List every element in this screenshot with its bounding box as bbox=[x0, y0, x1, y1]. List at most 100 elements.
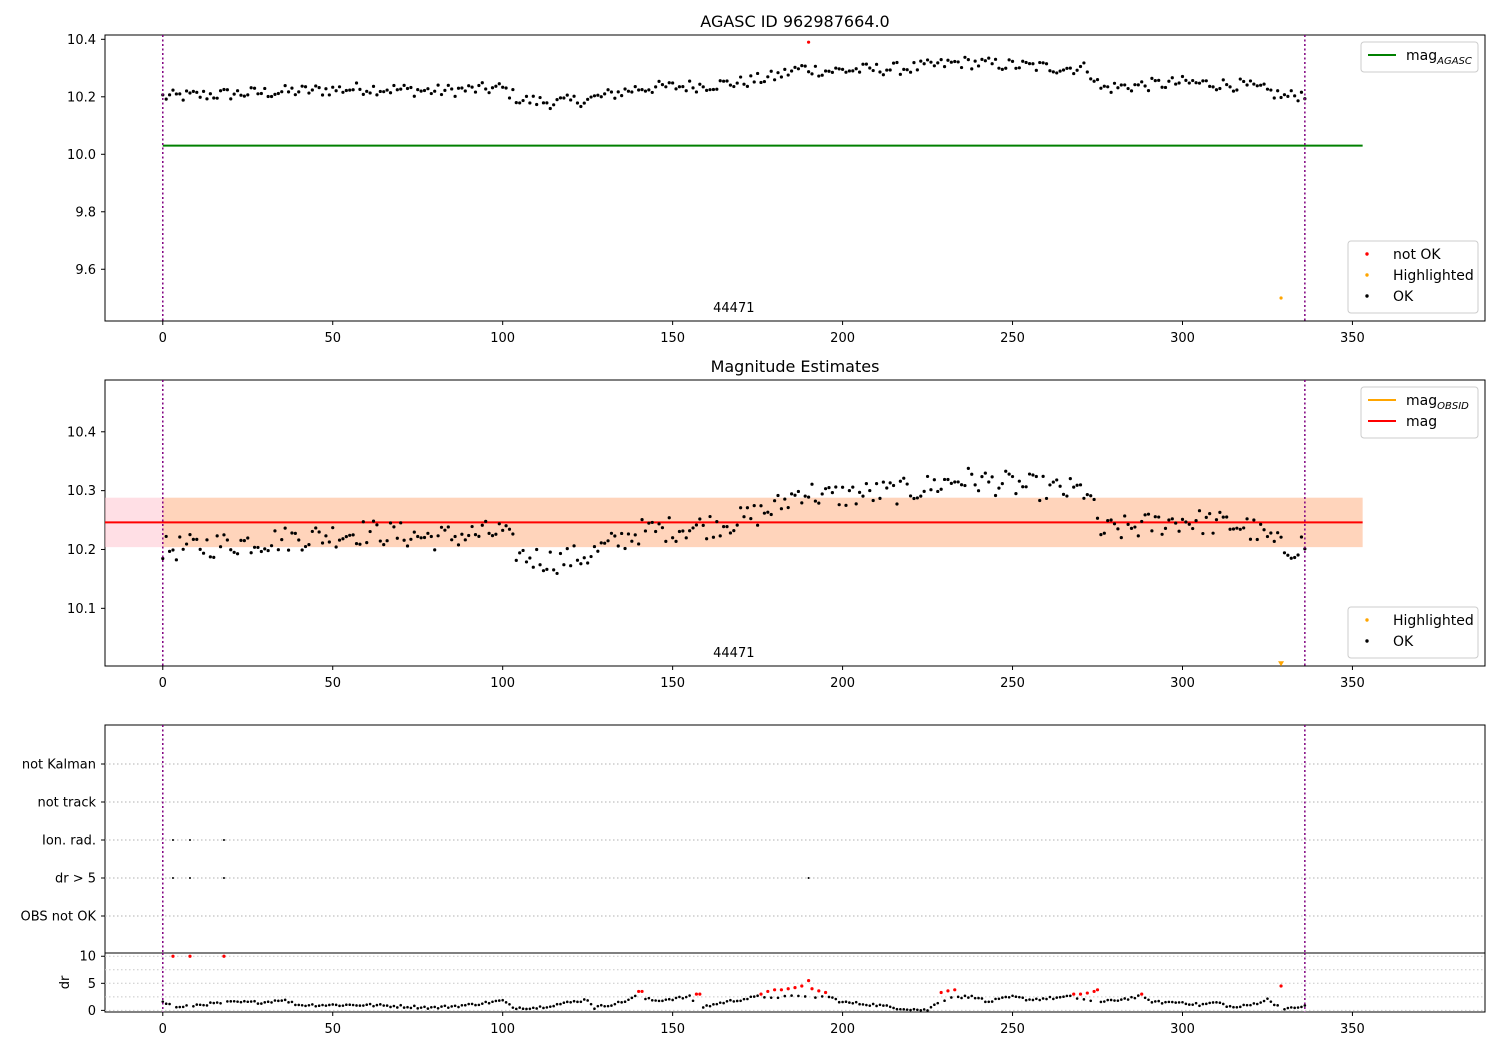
data-point-ok bbox=[1048, 69, 1052, 73]
data-point-ok bbox=[1225, 82, 1229, 87]
data-point-ok bbox=[572, 544, 576, 548]
data-point-ok bbox=[1197, 509, 1202, 513]
data-point-ok bbox=[943, 999, 946, 1003]
legend-dot-swatch bbox=[1365, 252, 1369, 256]
data-point-ok bbox=[497, 999, 501, 1002]
x-tick-label: 250 bbox=[1000, 331, 1025, 346]
data-point-ok bbox=[929, 1005, 933, 1009]
data-point-ok bbox=[1021, 59, 1025, 63]
data-point-ok bbox=[188, 533, 192, 537]
data-point-ok bbox=[1231, 89, 1236, 93]
data-point-ok bbox=[405, 86, 410, 91]
data-point-ok bbox=[681, 996, 685, 1000]
data-point-ok bbox=[613, 96, 617, 100]
data-point-ok bbox=[840, 67, 845, 71]
data-point-ok bbox=[650, 998, 654, 1002]
data-point-ok bbox=[541, 101, 546, 105]
data-point-ok bbox=[756, 994, 759, 998]
data-point-ok bbox=[270, 1001, 273, 1004]
data-point-ok bbox=[854, 67, 858, 71]
data-point-ok bbox=[905, 1008, 909, 1011]
data-point-ok bbox=[1068, 66, 1072, 70]
data-point-ok bbox=[657, 522, 661, 526]
data-point-ok bbox=[1293, 1006, 1296, 1010]
data-point-ok bbox=[494, 532, 498, 536]
data-point-ok bbox=[1218, 86, 1222, 91]
data-point-red bbox=[953, 988, 957, 992]
data-point-ok bbox=[558, 551, 563, 556]
data-point-ok bbox=[1299, 90, 1304, 94]
data-point-ok bbox=[827, 69, 831, 73]
data-point-ok bbox=[684, 536, 688, 540]
data-point-ok bbox=[840, 485, 845, 489]
legend-dot-swatch bbox=[1365, 639, 1369, 643]
data-point-ok bbox=[314, 526, 318, 530]
data-point-ok bbox=[950, 996, 953, 999]
data-point-ok bbox=[1041, 997, 1045, 1000]
data-point-ok bbox=[283, 526, 287, 530]
data-point-ok bbox=[249, 551, 253, 555]
data-point-ok bbox=[1143, 513, 1147, 517]
data-point-ok bbox=[497, 522, 501, 526]
data-point-ok bbox=[1153, 515, 1157, 519]
data-point-ok bbox=[201, 89, 206, 93]
data-point-ok bbox=[1061, 492, 1066, 496]
chart-title: Magnitude Estimates bbox=[711, 357, 880, 376]
data-point-ok bbox=[559, 1002, 562, 1006]
data-point-ok bbox=[208, 92, 212, 96]
data-point-ok bbox=[368, 529, 372, 534]
legend-label: Highlighted bbox=[1393, 613, 1474, 629]
data-point-ok bbox=[698, 517, 702, 521]
data-point-ok bbox=[854, 502, 858, 506]
data-point-ok bbox=[793, 65, 797, 69]
data-point-ok bbox=[1072, 71, 1076, 76]
legend-top-right: magAGASC bbox=[1360, 41, 1479, 73]
data-point-ok bbox=[946, 477, 950, 482]
data-point-ok bbox=[1282, 93, 1287, 97]
data-point-ok bbox=[548, 106, 552, 111]
data-point-ok bbox=[1252, 518, 1256, 522]
data-point-ok bbox=[1184, 1002, 1188, 1006]
data-point-ok bbox=[806, 70, 811, 74]
legend-bottom-right: Highlighted OK bbox=[1347, 606, 1479, 659]
data-point-ok bbox=[769, 69, 773, 73]
data-point-ok bbox=[891, 61, 896, 65]
data-point-ok bbox=[239, 93, 243, 97]
data-point-ok bbox=[1078, 483, 1083, 487]
data-point-ok bbox=[531, 94, 535, 98]
data-point-ok bbox=[783, 67, 787, 72]
data-point-ok bbox=[851, 69, 855, 73]
legend-bottom-right: not OK Highlighted OK bbox=[1347, 240, 1479, 314]
data-point-ok bbox=[161, 1000, 165, 1003]
data-point-ok bbox=[902, 1008, 906, 1011]
data-point-ok bbox=[963, 55, 967, 59]
data-point-ok bbox=[667, 997, 671, 1001]
data-point-ok bbox=[552, 568, 556, 572]
data-point-ok bbox=[382, 90, 386, 94]
data-point-ok bbox=[922, 1008, 926, 1011]
data-point-ok bbox=[1099, 86, 1103, 90]
data-point-ok bbox=[919, 1008, 923, 1012]
data-point-ok bbox=[660, 526, 665, 530]
data-point-ok bbox=[344, 535, 348, 539]
data-point-ok bbox=[1137, 994, 1140, 997]
data-point-ok bbox=[1044, 496, 1049, 501]
data-point-ok bbox=[599, 541, 603, 545]
data-point-ok bbox=[552, 103, 556, 107]
data-point-ok bbox=[368, 91, 372, 95]
data-point-ok bbox=[205, 1004, 209, 1007]
data-point-ok bbox=[1014, 66, 1018, 70]
data-point-ok bbox=[725, 524, 729, 529]
data-point-ok bbox=[1242, 79, 1246, 84]
data-point-ok bbox=[942, 65, 947, 69]
data-point-ok bbox=[409, 537, 413, 541]
data-point-ok bbox=[334, 1003, 338, 1007]
data-point-ok bbox=[1187, 1003, 1191, 1006]
data-point-ok bbox=[242, 94, 246, 98]
data-point-ok bbox=[1249, 1003, 1252, 1007]
data-point-ok bbox=[392, 1004, 396, 1008]
data-point-ok bbox=[630, 90, 634, 94]
data-point-ok bbox=[640, 518, 644, 522]
data-point-ok bbox=[201, 551, 206, 555]
data-point-ok bbox=[1276, 1004, 1279, 1007]
